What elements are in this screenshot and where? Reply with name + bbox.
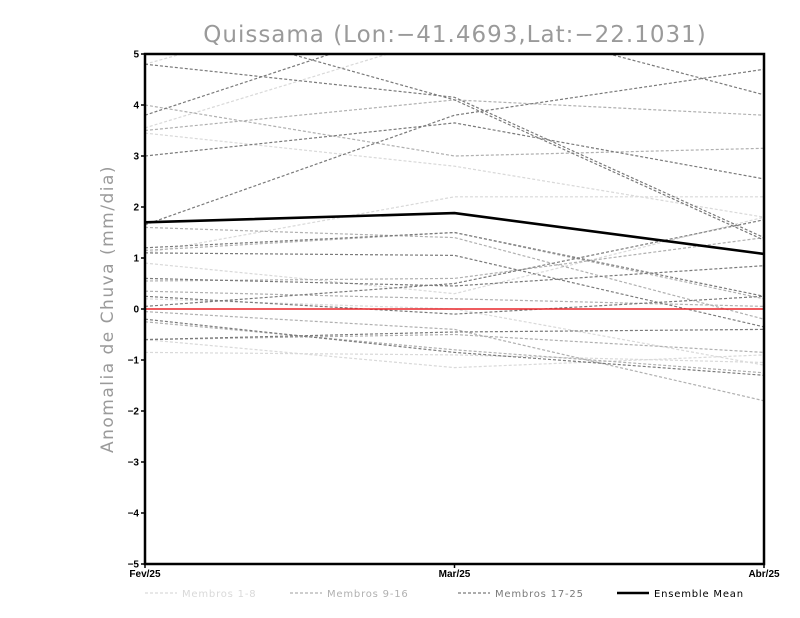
member-series-line — [145, 231, 764, 300]
series-layer — [145, 54, 764, 402]
member-series-line — [145, 104, 764, 157]
y-tick-label: 0 — [133, 305, 139, 316]
member-series-line — [145, 339, 764, 369]
member-series-line — [145, 132, 764, 218]
member-series-line — [145, 333, 764, 353]
member-series-line — [145, 295, 764, 315]
member-series-line — [145, 311, 764, 402]
chart-title: Quissama (Lon:−41.4693,Lat:−22.1031) — [203, 22, 706, 48]
member-series-line — [145, 237, 764, 282]
member-series-line — [145, 216, 764, 295]
y-tick-label: −4 — [128, 509, 140, 520]
x-tick-label: Fev/25 — [129, 569, 161, 580]
y-tick-label: −5 — [128, 560, 140, 571]
member-series-line — [145, 252, 764, 328]
member-series-line — [145, 231, 764, 297]
y-tick-label: 5 — [133, 50, 139, 61]
member-series-line — [145, 265, 764, 287]
y-axis-label: Anomalia de Chuva (mm/dia) — [98, 165, 118, 453]
member-series-line — [145, 290, 764, 307]
x-tick-label: Abr/25 — [748, 569, 780, 580]
legend-label: Membros 1-8 — [182, 589, 256, 600]
x-axis-ticks: Fev/25 Mar/25 Abr/25 — [129, 564, 780, 580]
member-series-line — [145, 68, 764, 226]
y-tick-label: −2 — [128, 407, 140, 418]
y-tick-label: −1 — [128, 356, 140, 367]
member-series-line — [145, 318, 764, 376]
y-tick-label: 4 — [133, 101, 139, 112]
legend-label: Membros 9-16 — [327, 589, 409, 600]
ensemble-mean-layer — [145, 211, 764, 256]
legend-label: Membros 17-25 — [495, 589, 584, 600]
member-series-line — [145, 122, 764, 180]
x-tick-label: Mar/25 — [439, 569, 471, 580]
legend: Membros 1-8 Membros 9-16 Membros 17-25 Ense… — [145, 589, 744, 600]
y-tick-label: 2 — [133, 203, 139, 214]
y-tick-label: −3 — [128, 458, 140, 469]
member-series-line — [288, 54, 764, 241]
y-tick-label: 3 — [133, 152, 139, 163]
ensemble-mean-line — [145, 211, 764, 256]
member-series-line — [145, 99, 764, 132]
member-series-line — [145, 54, 390, 129]
member-series-line — [145, 196, 764, 254]
member-series-line — [145, 351, 764, 364]
y-axis-ticks: −5 −4 −3 −2 −1 0 1 2 3 4 5 — [128, 50, 145, 571]
member-series-line — [145, 63, 764, 239]
member-series-line — [145, 328, 764, 341]
y-tick-label: 1 — [133, 254, 139, 265]
legend-label: Ensemble Mean — [654, 589, 744, 600]
member-series-line — [145, 321, 764, 374]
